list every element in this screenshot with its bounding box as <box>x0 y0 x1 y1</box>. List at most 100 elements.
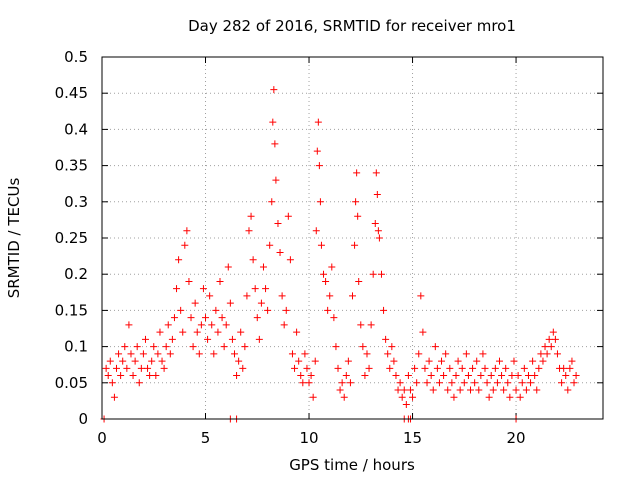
data-point <box>121 343 129 351</box>
data-point <box>251 285 259 293</box>
data-point <box>185 277 193 285</box>
data-point <box>398 393 406 401</box>
data-point <box>392 372 400 380</box>
data-point <box>508 372 516 380</box>
y-tick-label: 0.3 <box>64 193 88 211</box>
data-point <box>537 350 545 358</box>
data-point <box>208 321 216 329</box>
data-point <box>181 241 189 249</box>
data-point <box>324 306 332 314</box>
data-point <box>502 364 510 372</box>
data-point <box>498 372 506 380</box>
y-tick-label: 0.1 <box>64 338 88 356</box>
data-point <box>129 372 137 380</box>
data-point <box>312 227 320 235</box>
data-point <box>491 364 499 372</box>
data-point <box>529 357 537 365</box>
data-point <box>268 198 276 206</box>
data-point <box>477 372 485 380</box>
data-point <box>299 379 307 387</box>
y-tick-label: 0.35 <box>55 157 88 175</box>
data-point <box>500 386 508 394</box>
data-point <box>239 364 247 372</box>
data-point <box>189 343 197 351</box>
data-point <box>322 277 330 285</box>
data-point <box>133 343 141 351</box>
data-point <box>110 393 118 401</box>
data-point <box>342 372 350 380</box>
data-point <box>504 379 512 387</box>
x-tick-label: 5 <box>201 429 211 447</box>
data-point <box>191 299 199 307</box>
data-point <box>527 379 535 387</box>
data-point <box>317 241 325 249</box>
data-point <box>545 335 553 343</box>
data-point <box>357 321 365 329</box>
data-point <box>243 292 251 300</box>
data-point <box>226 299 234 307</box>
data-point <box>570 379 578 387</box>
data-point <box>222 321 230 329</box>
data-point <box>462 350 470 358</box>
data-point <box>301 350 309 358</box>
data-point <box>175 256 183 264</box>
data-point <box>369 270 377 278</box>
data-point <box>489 386 497 394</box>
data-point <box>177 306 185 314</box>
data-point <box>334 364 342 372</box>
data-point <box>522 386 530 394</box>
y-axis-ticks: 0 0.05 0.1 0.15 0.2 0.25 0.3 0.35 0.4 0.45 0.5 <box>55 48 603 428</box>
data-point <box>481 364 489 372</box>
data-point <box>162 343 170 351</box>
data-point <box>419 328 427 336</box>
data-point <box>245 227 253 235</box>
plot-frame <box>101 56 604 420</box>
data-point <box>452 372 460 380</box>
data-point <box>156 328 164 336</box>
data-point <box>417 292 425 300</box>
data-point <box>216 277 224 285</box>
data-point <box>384 350 392 358</box>
data-point <box>372 169 380 177</box>
data-point <box>193 328 201 336</box>
data-point <box>553 350 561 358</box>
data-point <box>568 357 576 365</box>
data-point <box>280 321 288 329</box>
data-point <box>332 343 340 351</box>
data-point <box>233 372 241 380</box>
data-point <box>206 292 214 300</box>
data-point <box>373 191 381 199</box>
data-point <box>270 86 278 94</box>
data-point <box>224 263 232 271</box>
data-point <box>241 343 249 351</box>
data-point <box>475 386 483 394</box>
data-point <box>135 379 143 387</box>
data-point <box>218 314 226 322</box>
data-point <box>320 270 328 278</box>
data-point <box>303 364 311 372</box>
data-point <box>367 321 375 329</box>
data-point <box>456 386 464 394</box>
y-tick-label: 0.15 <box>55 301 88 319</box>
x-axis-label: GPS time / hours <box>289 456 415 474</box>
data-point <box>516 393 524 401</box>
data-point <box>415 350 423 358</box>
data-point <box>108 379 116 387</box>
data-point <box>506 393 514 401</box>
data-point <box>454 357 462 365</box>
data-point <box>168 335 176 343</box>
data-point <box>572 372 580 380</box>
data-point <box>404 372 412 380</box>
data-point <box>307 372 315 380</box>
data-point <box>435 379 443 387</box>
data-point <box>266 241 274 249</box>
data-point <box>237 328 245 336</box>
data-point <box>469 364 477 372</box>
data-point <box>388 343 396 351</box>
data-point <box>438 357 446 365</box>
data-point <box>431 343 439 351</box>
data-point <box>160 364 168 372</box>
data-point <box>197 321 205 329</box>
data-point <box>286 256 294 264</box>
data-point <box>541 343 549 351</box>
